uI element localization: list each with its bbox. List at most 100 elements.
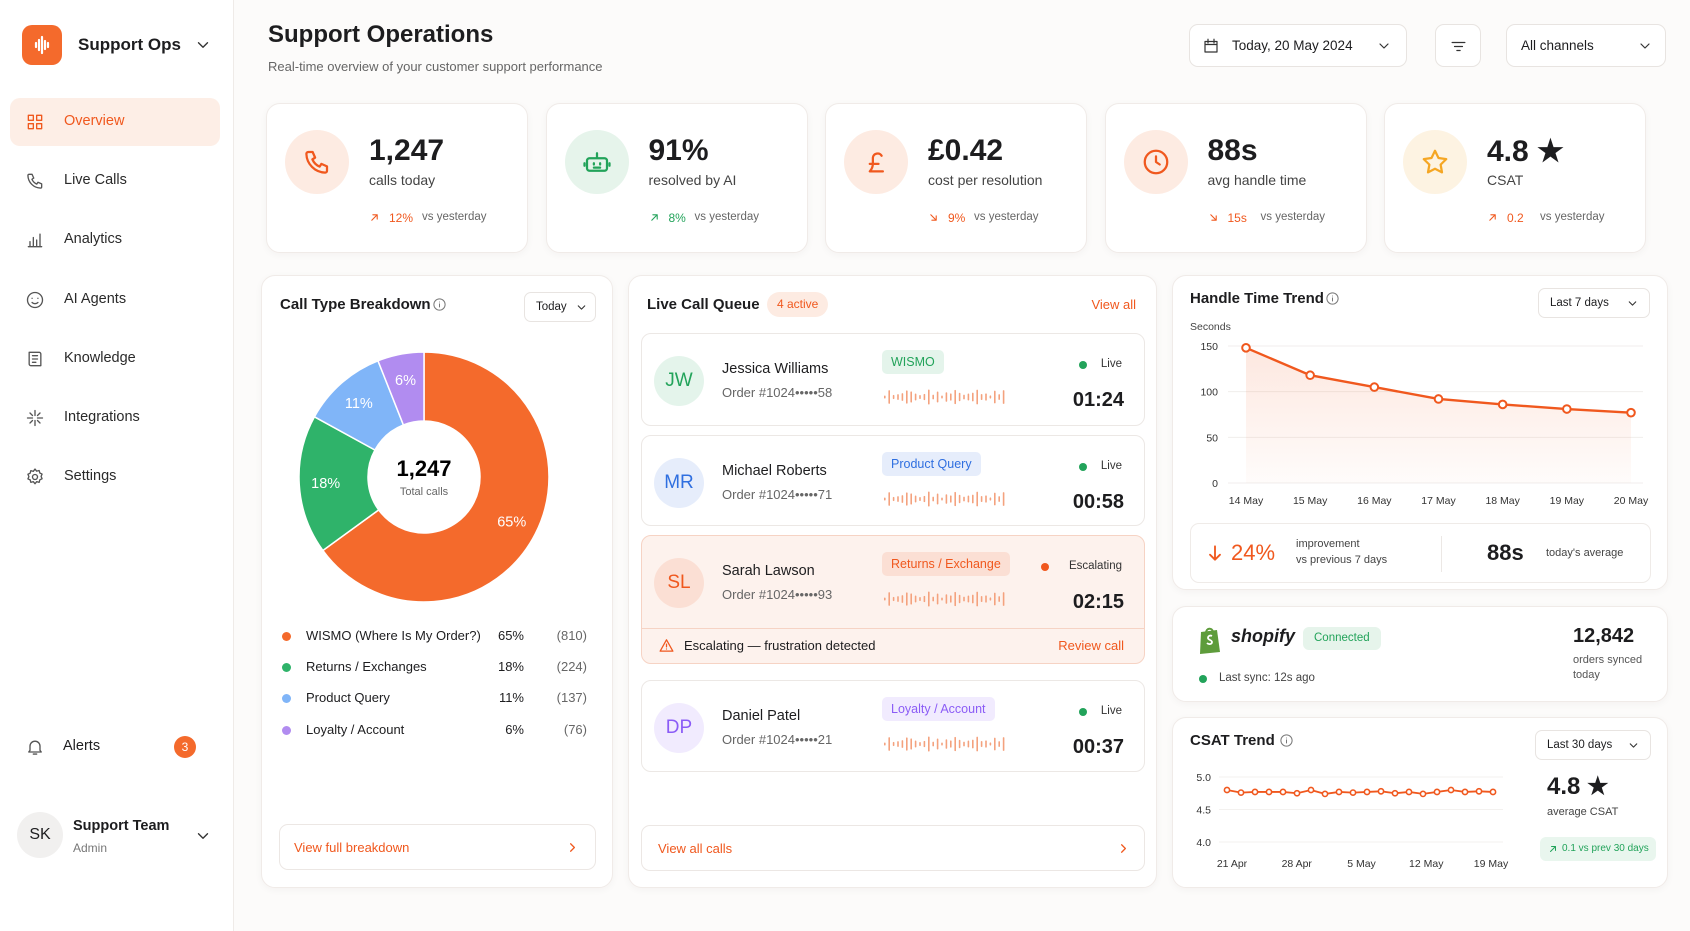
icon xyxy=(650,214,658,221)
wave-bar xyxy=(888,390,890,404)
wave-bar xyxy=(967,595,970,603)
alert-action[interactable]: Review call xyxy=(1058,638,1124,653)
brand[interactable]: Support Ops xyxy=(78,35,181,54)
wave-bar xyxy=(892,496,895,502)
alert-text: Escalating — frustration detected xyxy=(684,638,876,653)
view-all-link[interactable]: View all xyxy=(1091,297,1136,312)
nav-item[interactable]: Integrations xyxy=(10,394,220,442)
wave-bar xyxy=(954,591,956,607)
x-tick-label: 21 Apr xyxy=(1217,858,1248,870)
period-select[interactable]: Last 7 days xyxy=(1538,288,1650,318)
wave-bar xyxy=(998,596,1000,602)
caller-avatar: JW xyxy=(654,356,704,406)
wave-bar xyxy=(919,497,921,501)
date-label: Today, 20 May 2024 xyxy=(1232,38,1353,53)
card-title: Live Call Queue xyxy=(647,296,760,313)
nav-item[interactable]: Live Calls xyxy=(10,157,220,205)
legend-label: Product Query xyxy=(306,690,390,706)
nav-item[interactable]: Overview xyxy=(10,98,220,146)
alerts[interactable]: Alerts 3 xyxy=(10,723,220,771)
card-title: Handle Time Trend xyxy=(1190,290,1324,307)
connected-badge: Connected xyxy=(1303,627,1381,650)
icon xyxy=(930,214,937,221)
legend-count: (137) xyxy=(556,690,587,706)
nav-item[interactable]: Analytics xyxy=(10,216,220,264)
wave-bar xyxy=(994,390,996,404)
icon-shape xyxy=(1451,41,1466,52)
link-button[interactable]: View full breakdown xyxy=(279,824,596,870)
legend-percent: 18% xyxy=(497,659,524,675)
period-select[interactable]: Last 30 days xyxy=(1535,730,1651,760)
icon xyxy=(27,173,43,189)
nav-item[interactable]: AI Agents xyxy=(10,276,220,324)
icon xyxy=(1121,844,1126,853)
filter-button[interactable] xyxy=(1435,24,1481,67)
point xyxy=(1241,343,1251,353)
alerts-badge: 3 xyxy=(174,736,196,758)
call-row[interactable]: SL Sarah Lawson Order #1024•••••93 Returns … xyxy=(641,535,1145,664)
call-row[interactable]: MR Michael Roberts Order #1024•••••71 Produ… xyxy=(641,435,1145,526)
wave-bar xyxy=(923,595,926,603)
icon-shape xyxy=(1206,634,1213,645)
waveform xyxy=(884,389,1005,405)
x-tick-label: 16 May xyxy=(1357,495,1392,507)
link-label: View all calls xyxy=(658,841,733,856)
nav-label: Analytics xyxy=(64,231,123,248)
wave-bar xyxy=(1002,737,1005,751)
kpi-change: 8% xyxy=(668,211,686,225)
point xyxy=(1335,788,1343,796)
page-title: Support Operations xyxy=(268,21,494,48)
icon-shape xyxy=(1205,627,1214,634)
divider xyxy=(1441,536,1442,572)
link-label: View full breakdown xyxy=(294,840,410,855)
icon-shape xyxy=(1209,214,1217,221)
nav-item[interactable]: Settings xyxy=(10,453,220,501)
point xyxy=(1349,789,1357,796)
call-row[interactable]: JW Jessica Williams Order #1024•••••58 WISM… xyxy=(641,333,1145,426)
link-button[interactable]: View all calls xyxy=(641,825,1145,871)
icon-shape xyxy=(197,833,209,839)
icon-shape xyxy=(26,291,44,308)
orders-value: 12,842 xyxy=(1573,625,1635,647)
call-row[interactable]: DP Daniel Patel Order #1024•••••21 Loyalty … xyxy=(641,680,1145,772)
wave-bar xyxy=(954,389,956,405)
period-select[interactable]: Today xyxy=(524,292,596,322)
legend-count: (810) xyxy=(556,628,587,643)
call-duration: 02:15 xyxy=(1072,591,1124,613)
icon xyxy=(26,409,44,427)
wave-bar xyxy=(932,394,934,400)
icon xyxy=(28,740,42,755)
wave-bar xyxy=(967,740,970,748)
wave-bar xyxy=(897,496,899,502)
nav-item[interactable]: Knowledge xyxy=(10,335,220,383)
icon-shape xyxy=(1628,301,1637,306)
wave-bar xyxy=(976,491,978,507)
waveform xyxy=(884,491,1005,507)
sidebar: Support Ops Overview Live Calls Analytics AI… xyxy=(0,0,234,931)
date-picker[interactable]: Today, 20 May 2024 xyxy=(1189,24,1407,67)
wave-bar xyxy=(980,740,983,748)
channel-select[interactable]: All channels xyxy=(1506,24,1666,67)
icon-shape xyxy=(570,843,575,852)
wave-bar xyxy=(941,742,943,746)
point xyxy=(1321,790,1329,798)
csat-trend-card: CSAT Trend Last 30 days 4.0 4.5 5.0 21 Apr 28 … xyxy=(1172,717,1668,888)
icon-shape xyxy=(27,173,43,189)
kpi-compare: vs yesterday xyxy=(694,211,760,223)
icon xyxy=(1489,214,1496,221)
icon-shape xyxy=(27,114,43,130)
wave-bar xyxy=(963,394,965,400)
axis-label: Seconds xyxy=(1190,321,1231,333)
wave-bar xyxy=(923,740,926,748)
wave-bar xyxy=(928,591,930,607)
icon-shape xyxy=(1640,43,1650,49)
legend-dot xyxy=(282,725,291,735)
wave-bar xyxy=(994,492,996,506)
icon-shape xyxy=(34,35,50,55)
order-id: Order #1024•••••93 xyxy=(722,587,833,602)
call-duration: 00:37 xyxy=(1072,736,1124,758)
wave-bar xyxy=(914,393,917,401)
wave-bar xyxy=(985,495,987,503)
avatar[interactable]: SK xyxy=(17,812,63,858)
icon xyxy=(34,35,50,55)
